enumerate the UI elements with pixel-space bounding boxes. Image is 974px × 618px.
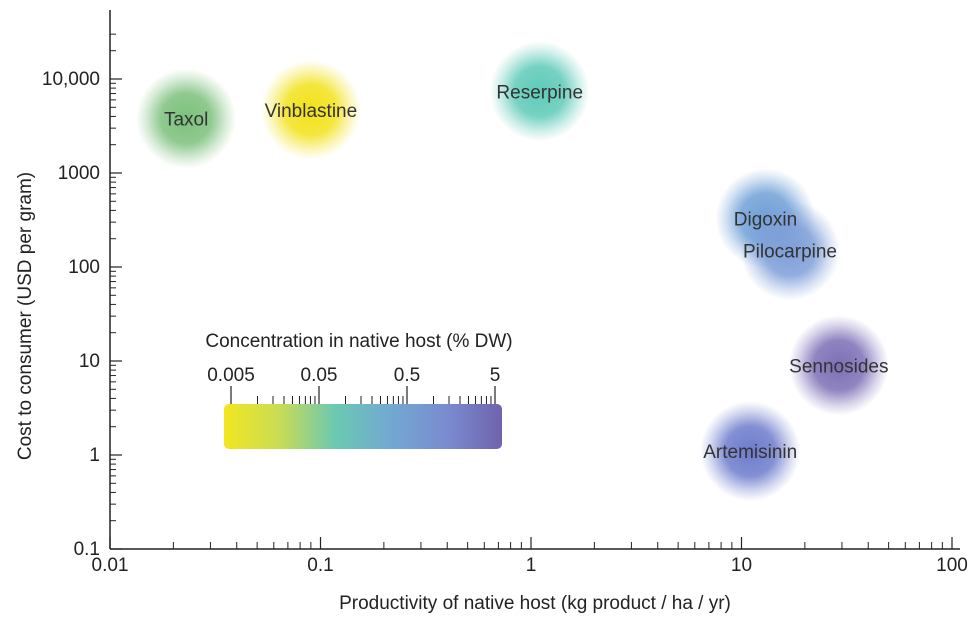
colorbar-ticks: 0.005 0.05 0.5 5 xyxy=(207,365,500,404)
y-tick-label: 0.1 xyxy=(74,539,100,560)
colorbar-tick-label: 0.05 xyxy=(301,365,338,386)
x-tick-label: 10 xyxy=(731,555,752,576)
colorbar-gradient xyxy=(224,404,502,449)
data-point-label: Artemisinin xyxy=(703,442,797,463)
x-axis-ticks: 0.01 0.1 1 10 100 xyxy=(92,537,968,576)
colorbar: Concentration in native host (% DW) 0.00… xyxy=(205,331,513,449)
data-point-blob xyxy=(260,59,361,160)
colorbar-tick-label: 0.5 xyxy=(394,365,420,386)
data-point-blob xyxy=(700,401,801,502)
data-point-label: Reserpine xyxy=(496,82,583,103)
y-tick-label: 10 xyxy=(79,351,100,372)
data-point-label: Sennosides xyxy=(789,356,888,377)
colorbar-title: Concentration in native host (% DW) xyxy=(205,331,512,352)
x-axis-title: Productivity of native host (kg product … xyxy=(339,593,731,614)
colorbar-tick-label: 5 xyxy=(490,365,501,386)
data-point-blob xyxy=(740,200,841,301)
data-points: Taxol Vinblastine Reserpine Digoxin Pilocarp… xyxy=(136,41,889,502)
data-point-blob xyxy=(489,41,590,142)
colorbar-tick-label: 0.005 xyxy=(207,365,255,386)
y-axis-title: Cost to consumer (USD per gram) xyxy=(15,172,36,460)
x-tick-label: 100 xyxy=(936,555,968,576)
y-tick-label: 1 xyxy=(89,445,100,466)
data-point-label: Taxol xyxy=(164,110,208,131)
y-tick-label: 1000 xyxy=(58,163,100,184)
x-tick-label: 0.01 xyxy=(92,555,129,576)
x-tick-label: 1 xyxy=(526,555,537,576)
data-point-label: Digoxin xyxy=(734,209,797,230)
data-point-blob xyxy=(788,315,889,416)
data-point-label: Pilocarpine xyxy=(743,241,837,262)
y-axis-ticks: 0.1 1 10 100 1000 10,000 xyxy=(42,33,122,560)
y-tick-label: 10,000 xyxy=(42,69,100,90)
data-point-label: Vinblastine xyxy=(265,101,358,122)
y-tick-label: 100 xyxy=(68,257,100,278)
x-tick-label: 0.1 xyxy=(307,555,333,576)
data-point-blob xyxy=(136,68,237,169)
